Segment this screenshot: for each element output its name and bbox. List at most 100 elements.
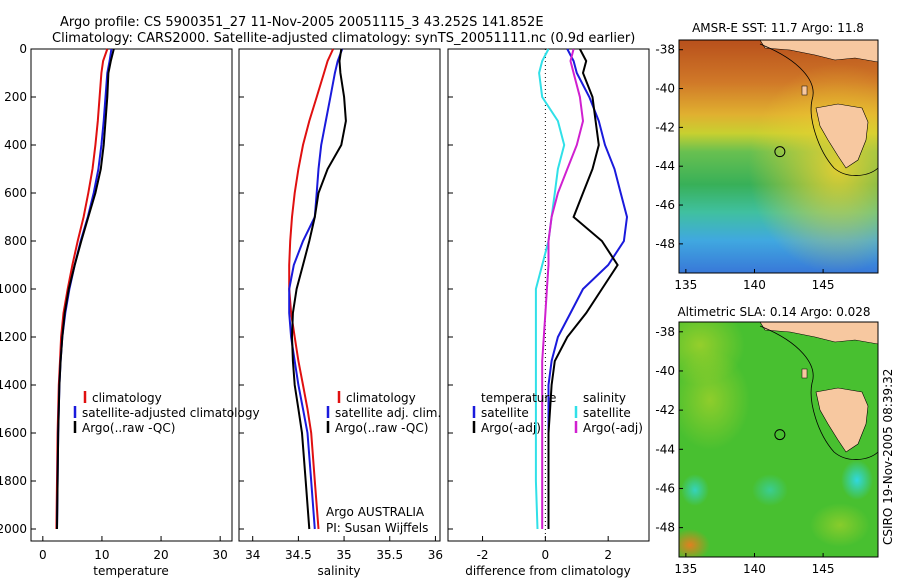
ytick-label: 1200 <box>0 330 27 344</box>
xtick-label: 35 <box>336 548 351 562</box>
ytick-label: 200 <box>4 90 27 104</box>
mainland-shape <box>759 322 878 345</box>
map-ytick-label: -38 <box>655 43 675 57</box>
temperature-xlabel: temperature <box>93 564 168 578</box>
temperature-yticks: 0 200 400 600 800 1000 1200 1400 1600 1800 2000 <box>0 42 36 536</box>
sla-high-patch <box>679 350 750 450</box>
xtick-label: 35.5 <box>376 548 403 562</box>
map-ytick-label: -42 <box>655 403 675 417</box>
difference-yticklines <box>448 48 453 530</box>
tasmania-shape <box>815 387 869 453</box>
map-ytick-label: -48 <box>655 237 675 251</box>
difference-xticks: -2 0 2 <box>477 536 612 562</box>
map-xtick-label: 135 <box>674 562 697 576</box>
xtick-label: 0 <box>542 548 550 562</box>
map-ytick-label: -42 <box>655 120 675 134</box>
legend-group-salinity: salinity <box>583 391 626 405</box>
tasmania-shape <box>815 103 869 169</box>
argo-float-marker <box>774 429 786 441</box>
sla-map-yticks: -38 -40 -42 -44 -46 -48 <box>655 325 683 535</box>
xtick-label: 34 <box>245 548 260 562</box>
map-ytick-label: -44 <box>655 442 675 456</box>
sla-map-xticks: 135 140 145 <box>674 553 835 576</box>
temperature-xticks: 0 10 20 30 <box>39 536 228 562</box>
ytick-label: 400 <box>4 138 27 152</box>
salinity-yticklines <box>239 48 244 530</box>
depth-contour <box>759 325 878 460</box>
legend-label-temp-argo: Argo(-adj) <box>481 421 541 435</box>
map-ytick-label: -40 <box>655 82 675 96</box>
xtick-label: 0 <box>39 548 47 562</box>
salinity-panel: 34 34.5 35 35.5 36 salinity climatology sate… <box>238 48 443 578</box>
mainland-shape <box>759 40 878 63</box>
map-xtick-label: 140 <box>743 562 766 576</box>
series-line-argo-raw-qc- <box>56 48 115 530</box>
map-xtick-label: 145 <box>812 562 835 576</box>
series-line-argo-raw-qc- <box>290 48 347 530</box>
map-xtick-label: 140 <box>743 278 766 292</box>
sst-map-panel: AMSR-E SST: 11.7 Argo: 11.8 -38 -40 -42 -44… <box>655 21 879 292</box>
header-line-2: Climatology: CARS2000. Satellite-adjuste… <box>52 31 635 46</box>
xtick-label: 10 <box>94 548 109 562</box>
map-ytick-label: -46 <box>655 198 675 212</box>
difference-lines <box>534 48 629 530</box>
legend-label-argo: Argo(..raw -QC) <box>82 421 175 435</box>
difference-xlabel: difference from climatology <box>465 564 631 578</box>
ytick-label: 0 <box>19 42 27 56</box>
legend-group-temperature: temperature <box>481 391 556 405</box>
legend-label-temp-satellite: satellite <box>481 406 529 420</box>
temperature-panel: 0 200 400 600 800 1000 1200 1400 1600 1800 2000 0 1… <box>0 42 260 578</box>
legend-label-sal-satellite: satellite <box>583 406 631 420</box>
salinity-legend: climatology satellite adj. clim. Argo(..… <box>326 391 441 435</box>
ytick-label: 2000 <box>0 522 27 536</box>
temperature-legend: climatology satellite-adjusted climatolo… <box>73 391 260 435</box>
difference-panel: -2 0 2 difference from climatology tempera… <box>447 48 650 578</box>
sla-high-patch <box>679 529 710 557</box>
depth-contour <box>759 43 878 176</box>
legend-label-climatology: climatology <box>92 391 162 405</box>
sla-map-title: Altimetric SLA: 0.14 Argo: 0.028 <box>677 305 870 319</box>
map-xtick-label: 145 <box>812 278 835 292</box>
xtick-label: -2 <box>477 548 489 562</box>
salinity-xticks: 34 34.5 35 35.5 36 <box>245 536 443 562</box>
map-ytick-label: -40 <box>655 364 675 378</box>
xtick-label: 34.5 <box>285 548 312 562</box>
legend-label-climatology: climatology <box>346 391 416 405</box>
header-line-1: Argo profile: CS 5900351_27 11-Nov-2005 … <box>60 15 544 30</box>
annotation-pi: PI: Susan Wijffels <box>326 521 428 535</box>
series-line-argo-adj- <box>541 48 585 529</box>
salinity-axes <box>238 48 441 542</box>
ytick-label: 1800 <box>0 474 27 488</box>
legend-label-satellite: satellite-adjusted climatology <box>82 406 260 420</box>
sla-low-patch <box>841 460 873 500</box>
difference-legend: temperature salinity satellite Argo(-adj… <box>472 391 643 435</box>
legend-label-satellite: satellite adj. clim. <box>335 406 441 420</box>
map-ytick-label: -46 <box>655 481 675 495</box>
sla-map-panel: Altimetric SLA: 0.14 Argo: 0.028 -38-40-… <box>655 305 879 576</box>
xtick-label: 20 <box>153 548 168 562</box>
xtick-label: 2 <box>604 548 612 562</box>
legend-label-sal-argo: Argo(-adj) <box>583 421 643 435</box>
salinity-xlabel: salinity <box>317 564 360 578</box>
timestamp-label: CSIRO 19-Nov-2005 08:39:32 <box>881 369 895 545</box>
sst-map-title: AMSR-E SST: 11.7 Argo: 11.8 <box>692 21 864 35</box>
legend-label-argo: Argo(..raw -QC) <box>335 421 428 435</box>
series-line-climatology <box>55 48 109 530</box>
salinity-lines <box>288 48 347 530</box>
sla-high-patch <box>810 503 870 547</box>
king-island-shape <box>801 85 808 96</box>
series-line-satellite-adj-clim- <box>288 48 344 530</box>
map-xtick-label: 135 <box>674 278 697 292</box>
ytick-label: 600 <box>4 186 27 200</box>
temperature-axes <box>30 48 233 542</box>
ytick-label: 800 <box>4 234 27 248</box>
argo-float-marker <box>774 146 786 158</box>
sla-low-patch <box>681 474 709 506</box>
ytick-label: 1600 <box>0 426 27 440</box>
series-line-satellite <box>547 48 629 529</box>
series-line-climatology <box>288 48 335 530</box>
series-line-argo-adj- <box>547 48 619 529</box>
xtick-label: 36 <box>428 548 443 562</box>
sst-map-yticks: -38 -40 -42 -44 -46 -48 <box>655 43 683 251</box>
sst-map-xticks: 135 140 145 <box>674 269 835 292</box>
